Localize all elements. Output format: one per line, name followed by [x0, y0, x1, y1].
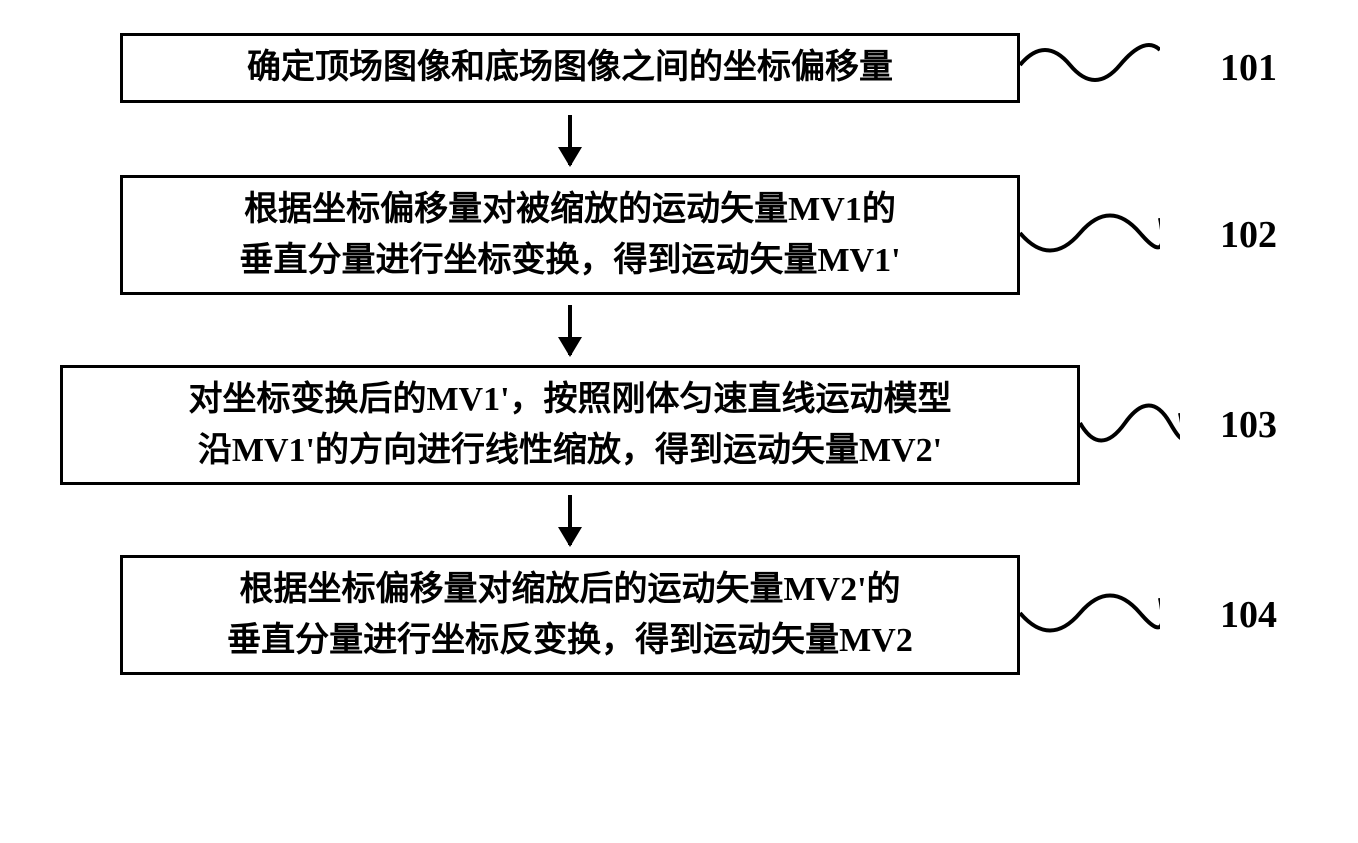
- step-1-box: 确定顶场图像和底场图像之间的坐标偏移量: [120, 33, 1020, 103]
- step-3-box: 对坐标变换后的MV1'，按照刚体匀速直线运动模型 沿MV1'的方向进行线性缩放，…: [60, 365, 1080, 485]
- arrow-1: [120, 105, 1020, 175]
- step-2-label: 102: [1220, 213, 1277, 257]
- step-1-text: 确定顶场图像和底场图像之间的坐标偏移量: [247, 42, 893, 93]
- connector-3: [1080, 383, 1180, 468]
- wave-line-icon: [1020, 573, 1160, 653]
- arrow-line-icon: [568, 115, 572, 165]
- step-1-container: 确定顶场图像和底场图像之间的坐标偏移量 101: [60, 30, 1298, 105]
- arrow-2: [120, 295, 1020, 365]
- arrow-line-icon: [568, 305, 572, 355]
- step-4-container: 根据坐标偏移量对缩放后的运动矢量MV2'的 垂直分量进行坐标反变换，得到运动矢量…: [60, 555, 1298, 675]
- wave-line-icon: [1020, 193, 1160, 273]
- connector-1: [1020, 30, 1160, 105]
- arrow-head-icon: [558, 337, 582, 357]
- connector-2: [1020, 193, 1160, 278]
- step-4-box: 根据坐标偏移量对缩放后的运动矢量MV2'的 垂直分量进行坐标反变换，得到运动矢量…: [120, 555, 1020, 675]
- step-3-label: 103: [1220, 403, 1277, 447]
- step-2-text: 根据坐标偏移量对被缩放的运动矢量MV1的 垂直分量进行坐标变换，得到运动矢量MV…: [239, 184, 900, 286]
- flowchart-container: 确定顶场图像和底场图像之间的坐标偏移量 101 根据坐标偏移量对被缩放的运动矢量…: [0, 0, 1358, 843]
- arrow-line-icon: [568, 495, 572, 545]
- wave-line-icon: [1020, 30, 1160, 100]
- step-4-label: 104: [1220, 593, 1277, 637]
- step-2-container: 根据坐标偏移量对被缩放的运动矢量MV1的 垂直分量进行坐标变换，得到运动矢量MV…: [60, 175, 1298, 295]
- step-3-container: 对坐标变换后的MV1'，按照刚体匀速直线运动模型 沿MV1'的方向进行线性缩放，…: [60, 365, 1298, 485]
- wave-line-icon: [1080, 383, 1180, 463]
- arrow-head-icon: [558, 147, 582, 167]
- arrow-3: [120, 485, 1020, 555]
- step-1-label: 101: [1220, 46, 1277, 90]
- arrow-head-icon: [558, 527, 582, 547]
- connector-4: [1020, 573, 1160, 658]
- step-2-box: 根据坐标偏移量对被缩放的运动矢量MV1的 垂直分量进行坐标变换，得到运动矢量MV…: [120, 175, 1020, 295]
- step-3-text: 对坐标变换后的MV1'，按照刚体匀速直线运动模型 沿MV1'的方向进行线性缩放，…: [188, 374, 951, 476]
- step-4-text: 根据坐标偏移量对缩放后的运动矢量MV2'的 垂直分量进行坐标反变换，得到运动矢量…: [227, 564, 913, 666]
